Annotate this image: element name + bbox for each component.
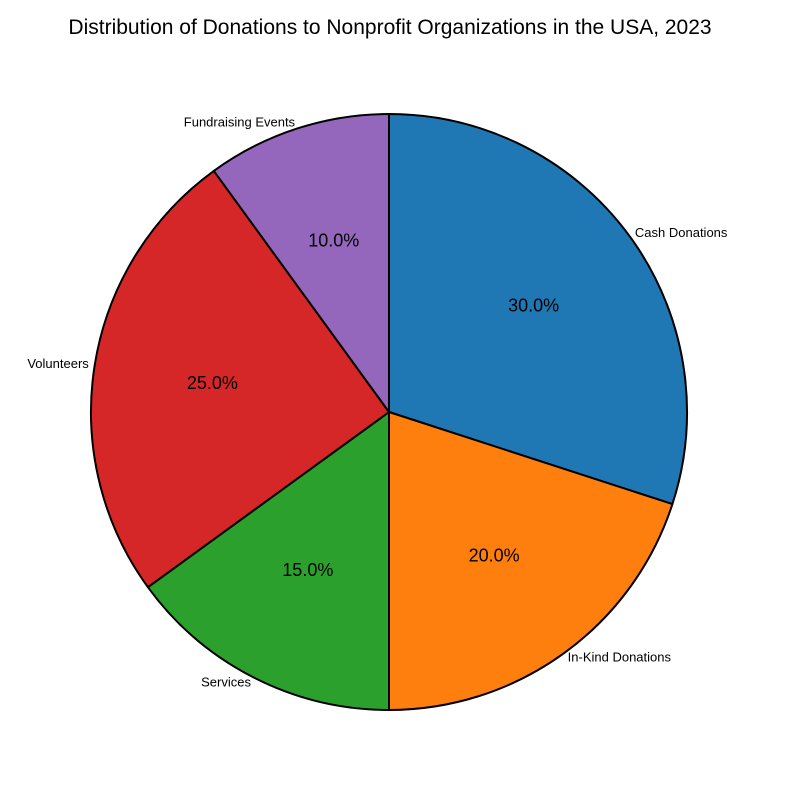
slice-label-fundraising-events: Fundraising Events: [184, 114, 296, 129]
slice-label-in-kind-donations: In-Kind Donations: [568, 649, 672, 664]
pie-slice-cash-donations: [388, 113, 688, 506]
slice-percent-cash-donations: 30.0%: [508, 296, 559, 316]
slice-percent-services: 15.0%: [282, 560, 333, 580]
slices-layer: [90, 113, 688, 711]
slice-label-services: Services: [201, 674, 251, 689]
slice-percent-in-kind-donations: 20.0%: [469, 545, 520, 565]
pie-slice-in-kind-donations: [388, 411, 674, 711]
slice-label-cash-donations: Cash Donations: [635, 225, 728, 240]
slice-label-volunteers: Volunteers: [27, 356, 89, 371]
slice-percent-fundraising-events: 10.0%: [308, 231, 359, 251]
chart-title: Distribution of Donations to Nonprofit O…: [68, 16, 712, 39]
labels-layer: Cash Donations 30.0% In-Kind Donations 20.0…: [27, 114, 728, 689]
pie-slice-fundraising-events: [212, 113, 390, 413]
pie-slice-services: [146, 411, 390, 711]
slice-percent-volunteers: 25.0%: [187, 373, 238, 393]
pie-slice-volunteers: [90, 169, 390, 589]
